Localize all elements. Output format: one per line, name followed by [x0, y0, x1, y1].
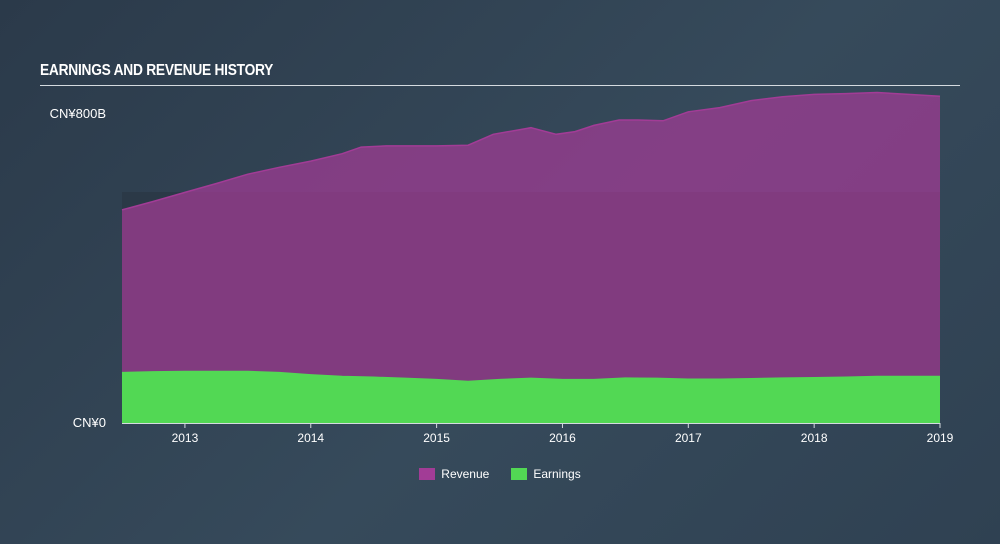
x-tick-label: 2015: [423, 431, 450, 445]
legend-label-earnings: Earnings: [533, 467, 581, 481]
legend-item-revenue[interactable]: Revenue: [419, 467, 489, 481]
x-tick-label: 2013: [172, 431, 199, 445]
y-axis: CN¥800B CN¥0: [50, 106, 106, 430]
x-tick-label: 2017: [675, 431, 702, 445]
legend: Revenue Earnings: [0, 467, 1000, 481]
series-areas: [121, 91, 941, 423]
revenue-area: [122, 92, 940, 423]
earnings-line: [121, 370, 940, 383]
earnings-area: [122, 371, 940, 423]
x-tick-label: 2014: [297, 431, 324, 445]
x-tick-label: 2016: [549, 431, 576, 445]
x-tick-label: 2019: [927, 431, 954, 445]
y-tick-label-min: CN¥0: [73, 415, 106, 430]
legend-swatch-earnings: [511, 468, 528, 480]
title-divider: [40, 85, 960, 86]
legend-item-earnings[interactable]: Earnings: [511, 467, 581, 481]
y-tick-label-max: CN¥800B: [50, 106, 106, 121]
revenue-line: [121, 91, 941, 211]
chart-title: EARNINGS AND REVENUE HISTORY: [40, 62, 274, 79]
x-axis: 2013 2014 2015 2016 2017 2018 2019: [122, 423, 954, 445]
x-tick-label: 2018: [801, 431, 828, 445]
legend-swatch-revenue: [419, 468, 436, 480]
legend-label-revenue: Revenue: [441, 467, 490, 481]
